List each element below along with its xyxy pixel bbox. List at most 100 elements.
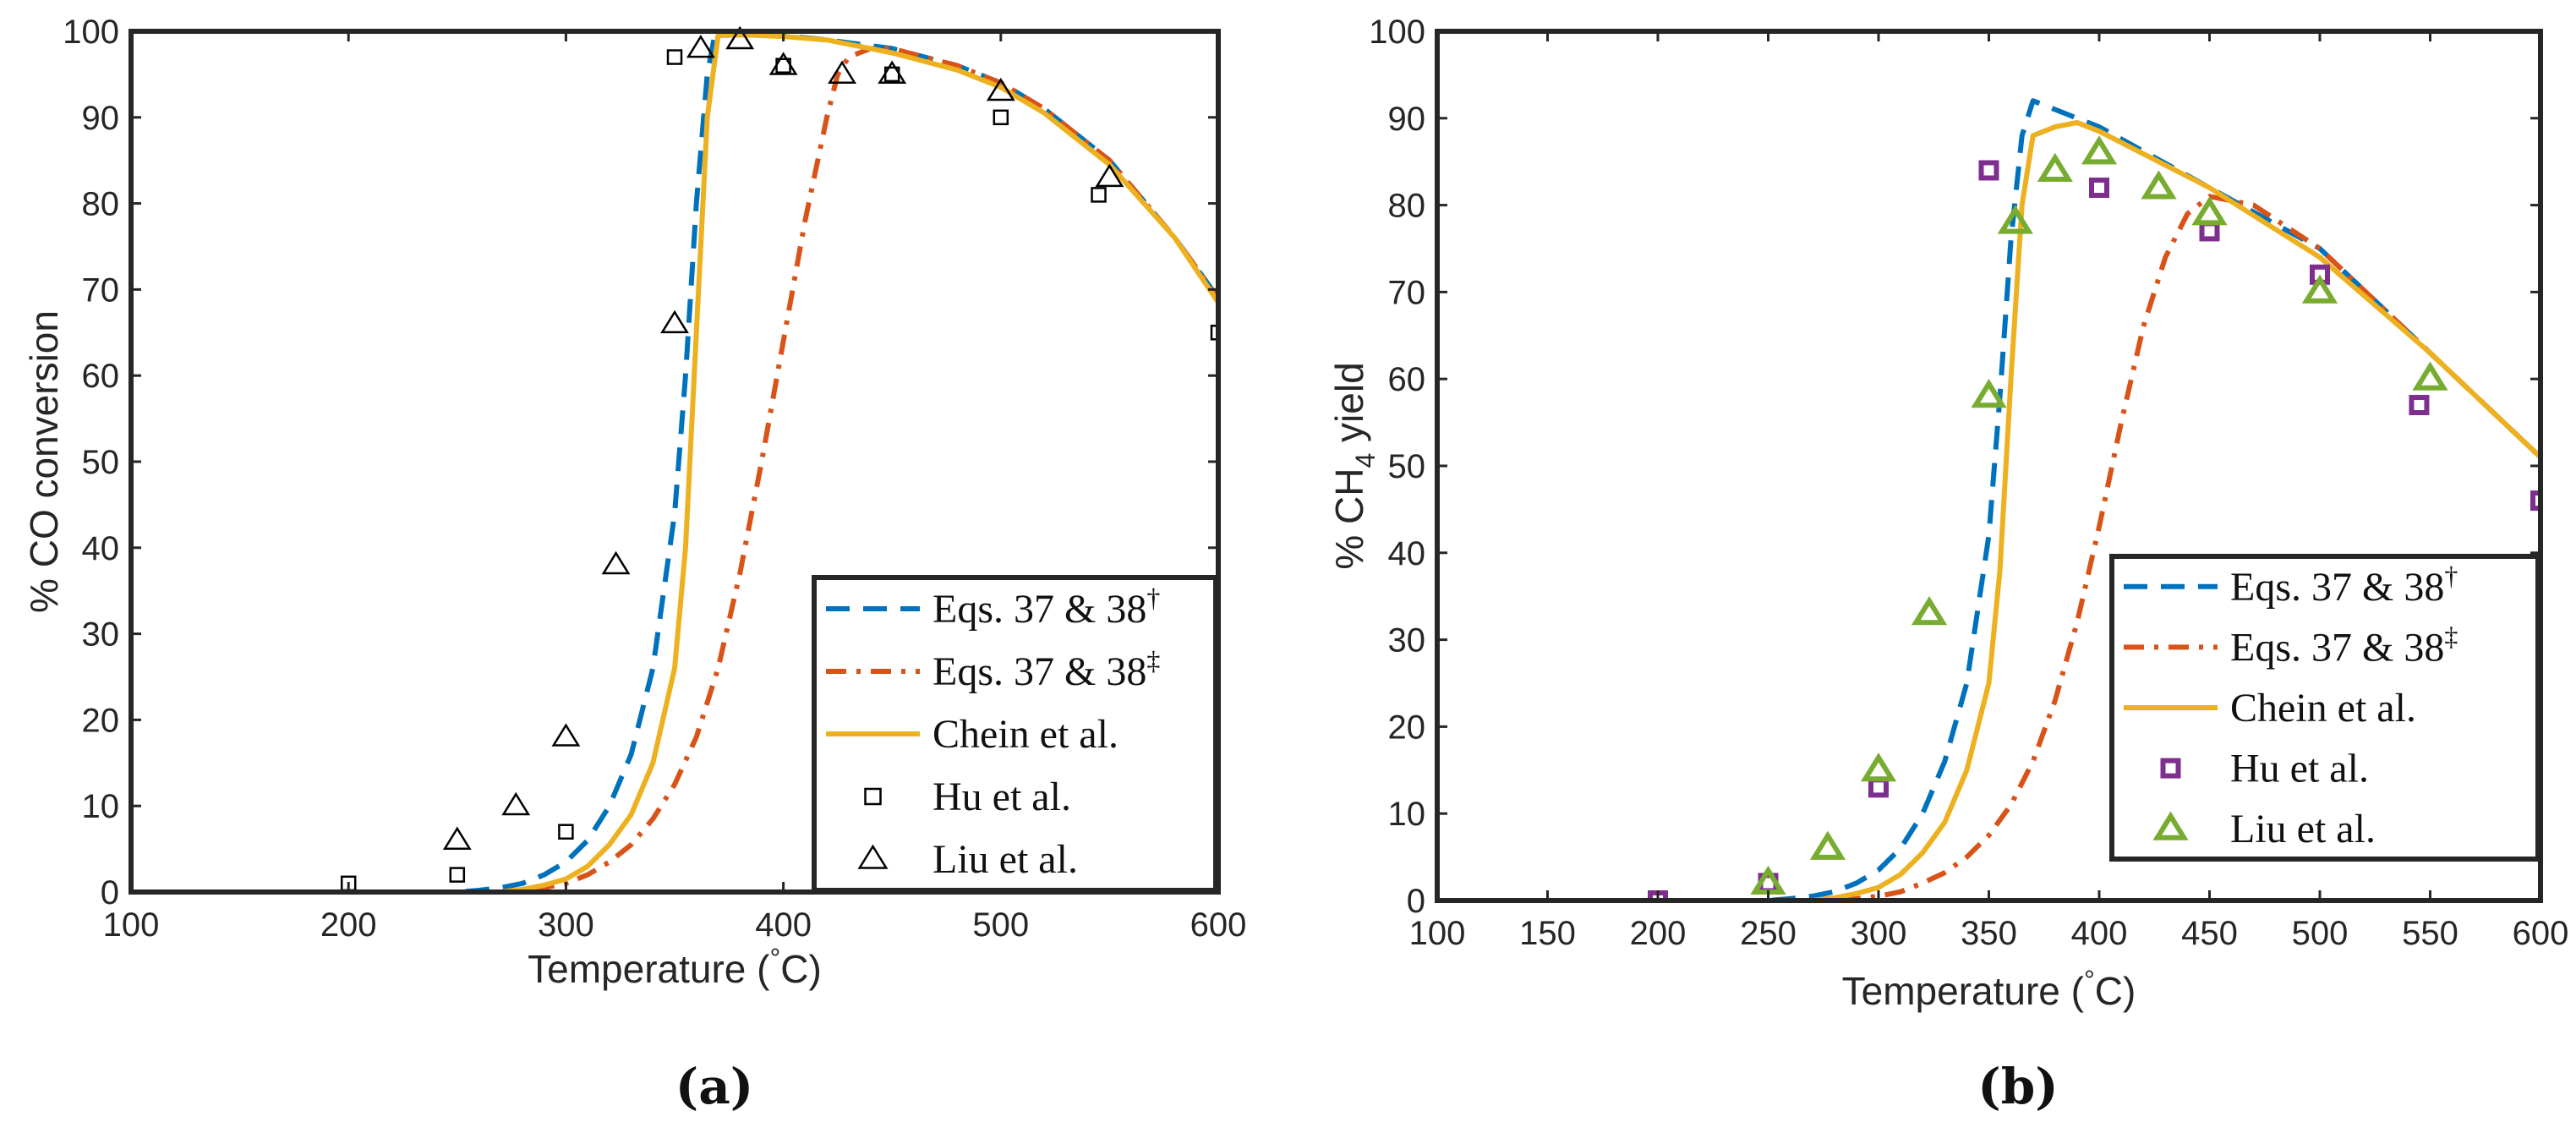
legend-entry-text: Eqs. 37 & 38: [2230, 625, 2444, 670]
x-tick-label: 100: [1409, 915, 1466, 952]
liu-marker: [1997, 205, 2033, 234]
legend-entry-label: Hu et al.: [933, 774, 1071, 819]
subscript: 4: [1350, 453, 1381, 468]
legend-entry-superscript: †: [2444, 561, 2458, 591]
liu-marker: [601, 550, 631, 575]
legend-entry-text: Liu et al.: [933, 837, 1078, 882]
legend-entry-text: Liu et al.: [2230, 807, 2376, 851]
x-tick-label: 550: [2402, 915, 2458, 952]
legend-entry-label: Liu et al.: [2230, 807, 2376, 851]
hu-marker: [666, 49, 683, 65]
legend-entry-label: Eqs. 37 & 38†: [933, 583, 1160, 632]
legend-entry-label: Eqs. 37 & 38†: [2230, 561, 2458, 610]
y-tick-label: 30: [1388, 622, 1426, 660]
liu-marker: [2191, 196, 2228, 226]
panel-a: 100 200 300 400 500 600 0 10 20 30 40 50 60 70 80 90 100…: [22, 14, 1246, 1115]
legend-entry-label: Eqs. 37 & 38‡: [2230, 621, 2458, 670]
x-tick-label: 200: [320, 906, 377, 944]
legend-square-icon: [864, 787, 882, 806]
x-axis-label-text: Temperature (: [528, 947, 770, 991]
x-tick-label: 200: [1630, 915, 1687, 952]
x-axis-label: Temperature (°C): [528, 943, 822, 991]
hu-marker: [2530, 490, 2540, 512]
y-tick-label: 0: [101, 874, 119, 911]
liu-marker: [442, 826, 472, 850]
liu-marker: [551, 723, 581, 747]
hu-marker: [1091, 187, 1107, 203]
x-tick-label: 300: [1851, 915, 1907, 952]
x-tick-label: 400: [755, 906, 812, 944]
liu-marker: [501, 791, 531, 816]
legend-entry-superscript: ‡: [1146, 645, 1160, 676]
hu-marker: [558, 824, 574, 840]
y-tick-label: 40: [1388, 535, 1426, 572]
y-tick-label: 50: [82, 444, 120, 481]
legend-entry-text: Chein et al.: [2230, 686, 2416, 731]
liu-marker: [2412, 361, 2448, 391]
hu-marker: [1978, 160, 1999, 181]
x-tick-label: 250: [1740, 915, 1797, 952]
y-axis-label-text: % CH: [1327, 468, 1371, 570]
x-axis-label-unit: C): [780, 947, 822, 991]
legend-entry-text: Eqs. 37 & 38: [2230, 565, 2444, 610]
x-tick-label: 600: [2513, 915, 2569, 952]
y-tick-label: 40: [82, 530, 120, 567]
y-tick-label: 80: [82, 186, 120, 223]
liu-marker: [660, 309, 689, 334]
liu-marker: [1860, 753, 1897, 782]
liu-marker: [2081, 135, 2118, 165]
legend-entry-label: Liu et al.: [933, 837, 1078, 882]
series-line-1: [131, 46, 1218, 892]
x-tick-label: 600: [1190, 906, 1247, 944]
liu-marker: [2301, 274, 2338, 304]
x-axis-label: Temperature (°C): [1842, 965, 2136, 1013]
y-tick-label: 60: [82, 358, 120, 395]
liu-marker: [686, 34, 715, 58]
liu-marker: [1971, 379, 2007, 408]
liu-marker: [986, 77, 1015, 101]
legend-entry-text: Eqs. 37 & 38: [933, 649, 1146, 694]
legend-entry-text: Eqs. 37 & 38: [933, 587, 1146, 632]
hu-marker: [2409, 395, 2430, 416]
legend: Eqs. 37 & 38†Eqs. 37 & 38‡Chein et al.Hu…: [812, 575, 1218, 893]
series-group: [131, 25, 1218, 892]
legend-entry-superscript: ‡: [2444, 621, 2458, 651]
panel-b: 100 150 200 250 300 350 400 450 500 550 6000102030…: [1327, 14, 2568, 1115]
y-tick-label: 10: [82, 788, 120, 825]
liu-marker: [1911, 596, 1948, 626]
series-line-2: [1437, 119, 2540, 900]
x-tick-label: 500: [2292, 915, 2349, 952]
x-axis-label-unit: C): [2095, 969, 2136, 1013]
degree-symbol: °: [770, 943, 781, 973]
liu-marker: [2141, 170, 2177, 200]
x-tick-label: 100: [103, 906, 160, 944]
hu-marker: [2089, 178, 2109, 199]
legend-triangle-icon: [857, 844, 889, 869]
y-tick-label: 100: [63, 14, 119, 51]
x-tick-label: 400: [2071, 915, 2128, 952]
y-tick-label: 70: [1388, 274, 1426, 311]
y-axis-label: % CH4 yield: [1327, 362, 1381, 569]
panel-caption: (a): [675, 1058, 753, 1115]
hu-marker: [449, 867, 466, 883]
x-tick-label: 150: [1519, 915, 1576, 952]
y-tick-label: 90: [82, 100, 120, 137]
legend-entry-label: Chein et al.: [933, 712, 1118, 757]
x-tick-label: 500: [972, 906, 1029, 944]
liu-marker: [878, 60, 907, 84]
legend-entry-text: Hu et al.: [2230, 747, 2369, 791]
hu-marker: [993, 109, 1009, 126]
liu-marker: [725, 25, 755, 50]
liu-marker: [828, 60, 856, 84]
y-tick-label: 70: [82, 271, 120, 309]
legend-triangle-icon: [2152, 811, 2189, 840]
panel-caption: (b): [1977, 1058, 2058, 1115]
liu-marker: [1095, 163, 1124, 188]
y-tick-label: 30: [82, 616, 120, 654]
y-tick-label: 100: [1369, 14, 1425, 51]
x-tick-label: 450: [2181, 915, 2238, 952]
y-tick-label: 80: [1388, 188, 1426, 225]
legend-entry-label: Chein et al.: [2230, 686, 2416, 731]
liu-marker: [1809, 830, 1846, 860]
